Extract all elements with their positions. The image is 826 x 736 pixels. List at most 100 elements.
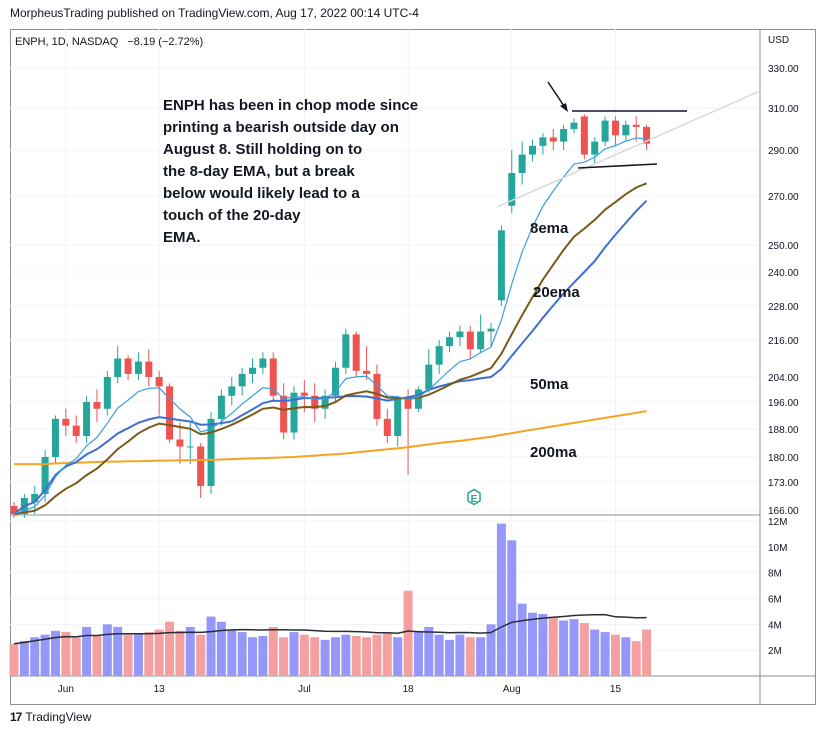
svg-text:ENPH, 1D, NASDAQ −8.19 (−2: ENPH, 1D, NASDAQ −8.19 (−2.72%) [15,36,203,48]
volume-bar [517,603,527,676]
volume-bar [382,632,392,676]
volume-bar [227,629,237,676]
price-tick-label: 250.00 [768,241,799,252]
volume-bar [631,641,641,676]
candle [456,325,464,347]
volume-bar [528,612,537,676]
candle [560,124,568,150]
price-tick-label: 240.00 [768,268,799,279]
volume-bar [538,614,548,676]
arrow-head-icon [560,103,568,112]
annotation-text: ENPH has been in chop mode since printing… [163,97,418,246]
candle [134,352,142,381]
volume-bar [237,632,247,676]
volume-bar [486,624,496,676]
time-tick-label: 15 [610,684,622,695]
earnings-marker-label: E [471,494,478,505]
candle [72,415,80,443]
volume-bar [71,637,81,676]
ma200-line [14,410,647,466]
volume-bar [465,637,475,676]
volume-bar [123,634,133,676]
footer: 17 TradingView [10,710,91,724]
candle [529,139,536,162]
moving-average-lines [13,137,648,645]
volume-bar [216,621,226,676]
volume-tick-label: 2M [768,646,782,657]
candle [290,386,298,440]
candle [41,450,49,502]
volume-bar [476,637,486,676]
candle [62,408,70,436]
volume-bar [393,637,403,676]
candle [363,346,371,381]
candle [166,383,174,443]
candle [425,349,433,393]
label-50ma: 50ma [530,376,569,393]
volume-bar [196,634,206,676]
axes: 166.00 173.00 180.00 188.00 196.00 204.00 216.… [58,35,799,695]
candle [570,118,578,134]
candle [518,141,526,185]
price-tick-label: 270.00 [768,192,799,203]
volume-bar [61,632,71,676]
support-line[interactable] [577,163,658,169]
volume-bar [113,626,123,676]
grid [10,67,760,651]
volume-bar [610,634,620,676]
label-20ema: 20ema [533,284,580,301]
volume-bar [351,635,361,676]
candle [487,323,495,347]
candle [352,331,360,377]
volume-bar [30,637,40,676]
volume-bar [434,634,444,676]
volume-bar [299,634,309,676]
volume-bar [507,540,517,676]
volume-bar [248,637,258,676]
volume-ma-line [13,613,647,645]
candle [269,352,277,402]
time-tick-label: Jun [58,684,74,695]
volume-bar [621,637,631,676]
volume-bar [362,637,372,676]
candle [497,225,505,306]
volume-bar [144,632,154,676]
volume-tick-label: 12M [768,517,787,528]
candle [404,389,412,475]
time-tick-label: 13 [154,684,166,695]
candle [446,331,454,353]
price-tick-label: 330.00 [768,64,799,75]
volume-bar [590,629,600,676]
price-tick-label: 188.00 [768,425,799,436]
volume-bars [9,523,652,676]
price-tick-label: 216.00 [768,336,799,347]
legend-change: −8.19 (−2.72%) [127,36,203,48]
earnings-marker[interactable]: E [467,488,481,506]
volume-bar [341,634,351,676]
price-tick-label: 173.00 [768,478,799,489]
volume-bar [559,620,569,676]
volume-bar [19,641,29,676]
chart-frame [10,29,816,705]
price-tick-label: 290.00 [768,146,799,157]
price-tick-label: 180.00 [768,453,799,464]
candle [622,120,630,142]
time-tick-label: Jul [298,684,311,695]
volume-bar [268,626,278,676]
price-tick-label: 228.00 [768,302,799,313]
volume-bar [279,637,289,676]
candle [207,412,215,494]
candle [394,395,402,447]
time-tick-label: Aug [503,684,521,695]
volume-bar [92,635,102,676]
candle [643,124,651,150]
candles [10,114,651,518]
volume-bar [642,629,652,676]
ema8-line [13,137,647,515]
volume-bar [289,632,299,676]
volume-bar [320,639,330,676]
volume-bar [258,635,268,676]
candle [342,328,350,374]
trendline[interactable] [496,90,761,208]
